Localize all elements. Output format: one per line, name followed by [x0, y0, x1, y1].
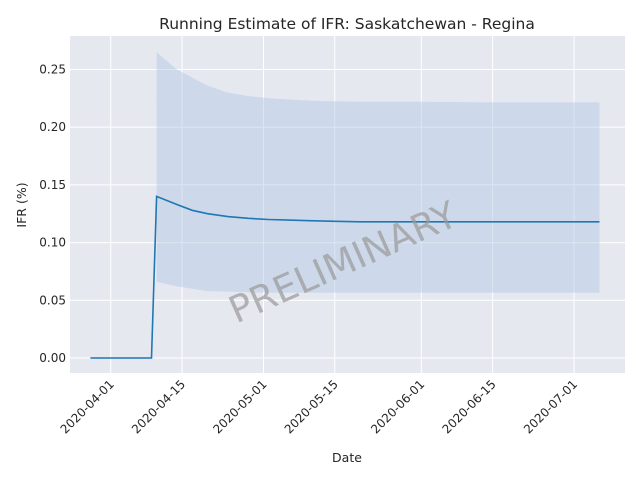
chart-title: Running Estimate of IFR: Saskatchewan - … [159, 15, 535, 33]
y-tick-label: 0.15 [39, 178, 66, 192]
y-tick-label: 0.25 [39, 62, 66, 76]
y-gridlines [70, 68, 625, 359]
y-tick-label: 0.20 [39, 120, 66, 134]
y-tick-label: 0.05 [39, 293, 66, 307]
uncertainty-band [156, 52, 600, 293]
ifr-estimate-line [90, 195, 600, 359]
y-tick-label: 0.00 [39, 351, 66, 365]
y-axis-label: IFR (%) [14, 182, 29, 227]
plot-area [70, 36, 625, 373]
y-tick-labels: 0.00 0.05 0.10 0.15 0.20 0.25 [39, 62, 66, 365]
y-tick-label: 0.10 [39, 236, 66, 250]
x-axis-label: Date [332, 450, 362, 465]
x-gridlines [110, 36, 575, 373]
